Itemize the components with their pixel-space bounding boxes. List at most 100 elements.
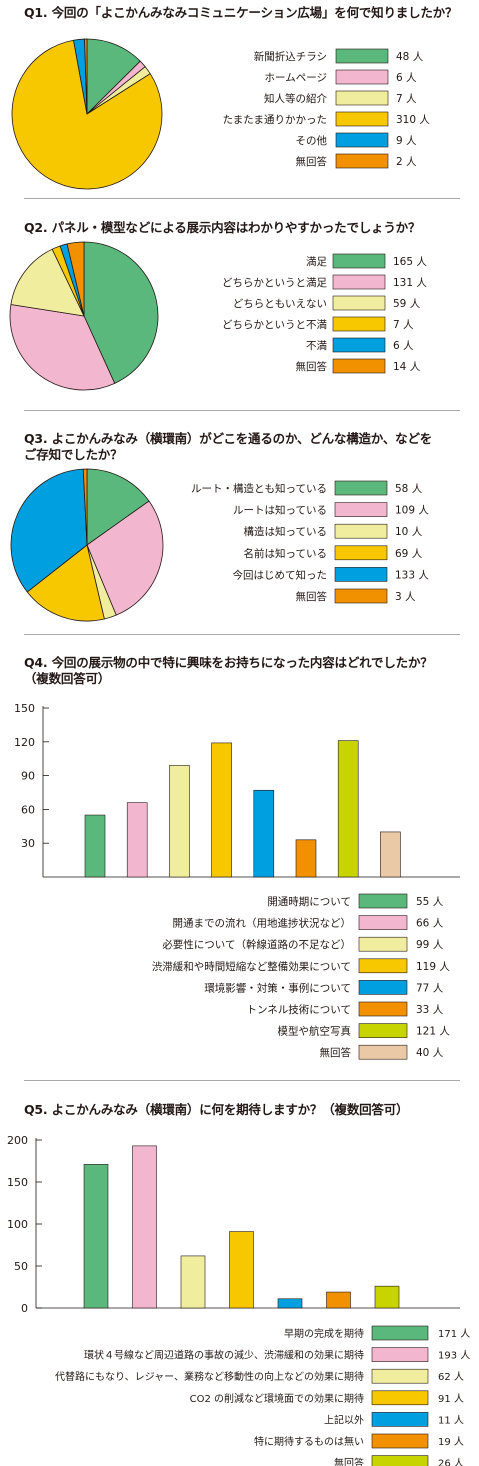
q5-legend-label-6: 特に期待するものは無い	[254, 1435, 364, 1448]
q2-legend-swatch-5	[332, 337, 386, 353]
q3-legend-value-3: 10 人	[395, 526, 423, 538]
q3-legend-label-6: 無回答	[296, 590, 328, 603]
q1-legend-swatch-5	[335, 132, 389, 148]
q1-legend-label-6: 無回答	[296, 155, 328, 168]
q5-legend-label-1: 早期の完成を期待	[284, 1327, 364, 1340]
q1-legend-swatch-4	[335, 111, 389, 127]
q4-title: Q4. 今回の展示物の中で特に興味をお持ちになった内容はどれでしたか？ （複数回…	[24, 655, 433, 686]
q1-legend-swatch-2	[335, 69, 389, 85]
q3-slice-6	[82, 468, 88, 546]
q2-title: Q2. パネル・模型などによる展示内容はわかりやすかったでしょうか？	[24, 220, 421, 235]
q3-legend-label-2: ルートは知っている	[233, 504, 327, 517]
q3-legend-swatch-5	[334, 567, 388, 582]
q4-legend-swatch-8	[358, 1044, 408, 1060]
q4-bar-3	[169, 765, 190, 878]
q3-slice-2	[86, 500, 164, 616]
q2-legend-value-6: 14 人	[393, 361, 421, 373]
q4-legend-label-8: 無回答	[320, 1046, 352, 1059]
q1-slice-6	[84, 38, 88, 115]
q2-slice-3	[10, 248, 85, 317]
q3-legend-value-1: 58 人	[395, 483, 423, 495]
q5-legend-swatch-4	[371, 1390, 429, 1406]
q1-legend-value-2: 6 人	[396, 72, 417, 84]
q5-legend-label-7: 無回答	[334, 1457, 364, 1466]
q2-slice-6	[66, 241, 85, 317]
q2-legend-label-6: 無回答	[296, 360, 328, 373]
q2-slice-2	[9, 304, 116, 391]
q4-legend-value-2: 66 人	[416, 918, 444, 930]
q5-legend-swatch-5	[371, 1412, 429, 1427]
q5-bar-6	[326, 1291, 351, 1309]
q4-legend-swatch-7	[358, 1023, 408, 1038]
q3-slice-1	[86, 468, 150, 546]
q1-legend-value-4: 310 人	[396, 114, 430, 126]
q1-slice-4	[11, 39, 163, 190]
q1-legend-swatch-3	[335, 90, 389, 106]
q3-legend-value-2: 109 人	[395, 505, 429, 517]
q5-y-tick-label-5: 0	[21, 1302, 28, 1315]
q5-y-tick-label-1: 200	[7, 1134, 28, 1147]
q4-legend-value-4: 119 人	[416, 961, 450, 973]
q5-bar-1	[83, 1164, 109, 1309]
q5-legend-label-5: 上記以外	[324, 1413, 364, 1426]
q4-y-tick-label-5: 30	[21, 837, 35, 850]
q1-legend-label-4: たまたま通りかかった	[223, 114, 327, 126]
q2-legend-label-4: どちらかというと不満	[222, 319, 327, 331]
q5-legend-swatch-6	[371, 1433, 429, 1449]
q1-legend-label-3: 知人等の紹介	[264, 92, 327, 105]
q5-legend-swatch-2	[371, 1347, 429, 1362]
q5-bar-4	[229, 1231, 254, 1309]
q4-legend-swatch-2	[358, 915, 408, 930]
q2-legend-label-2: どちらかというと満足	[222, 277, 327, 289]
q2-legend-value-5: 6 人	[393, 340, 414, 352]
q5-legend-swatch-1	[371, 1325, 429, 1341]
q1-legend-swatch-1	[335, 48, 389, 64]
q3-legend-value-5: 133 人	[395, 569, 429, 581]
q1-title: Q1. 今回の「よこかんみなみコミュニケーション広場」を何で知りましたか？	[24, 5, 458, 20]
q2-legend-value-3: 59 人	[393, 298, 421, 310]
q2-legend-swatch-4	[332, 316, 386, 332]
q5-legend-label-2: 環状４号線など周辺道路の事故の減少、渋滞緩和の効果に期待	[84, 1349, 364, 1362]
q4-bar-1	[84, 814, 106, 878]
q1-legend-label-2: ホームページ	[265, 72, 327, 84]
q4-legend-label-6: トンネル技術について	[247, 1003, 351, 1016]
q3-legend-label-3: 構造は知っている	[244, 525, 327, 538]
q4-legend-label-4: 渋滞緩和や時間短縮など整備効果について	[152, 960, 351, 973]
q5-legend-value-1: 171 人	[438, 1328, 470, 1340]
q5-legend-label-3: 代替路にもなり、レジャー、業務など移動性の向上などの効果に期待	[55, 1370, 364, 1383]
q4-bar-7	[337, 740, 359, 878]
divider-q2	[24, 410, 460, 411]
q5-bar-7	[374, 1285, 400, 1309]
q4-legend-label-3: 必要性について（幹線道路の不足など）	[162, 938, 351, 951]
q4-legend-swatch-3	[358, 936, 408, 952]
q3-legend-swatch-3	[334, 523, 388, 539]
q4-y-tick-label-4: 60	[21, 803, 35, 816]
q5-legend-swatch-3	[371, 1368, 429, 1384]
q4-legend-label-2: 開通までの流れ（用地進捗状況など）	[173, 917, 352, 930]
divider-q4	[24, 1080, 460, 1081]
q3-legend-swatch-1	[334, 480, 388, 496]
q5-y-tick-label-3: 100	[7, 1218, 28, 1231]
q1-legend-value-6: 2 人	[396, 156, 417, 168]
q4-legend-swatch-1	[358, 893, 408, 909]
q3-legend-value-6: 3 人	[395, 591, 416, 603]
q5-bar-3	[180, 1255, 206, 1309]
q5-legend-value-4: 91 人	[438, 1393, 464, 1405]
q2-slice-1	[83, 241, 159, 384]
q4-legend-value-3: 99 人	[416, 939, 444, 951]
q2-legend-label-5: 不満	[306, 340, 327, 352]
q4-legend-swatch-4	[358, 958, 408, 974]
q4-legend-value-7: 121 人	[416, 1026, 450, 1038]
q2-legend-swatch-2	[332, 274, 386, 290]
q3-title: Q3. よこかんみなみ（横環南）がどこを通るのか、どんな構造か、などを ご存知で…	[24, 431, 433, 462]
q4-legend-swatch-5	[358, 980, 408, 995]
q1-legend-value-1: 48 人	[396, 51, 424, 63]
q5-title: Q5. よこかんみなみ（横環南）に何を期待しますか？（複数回答可）	[24, 1102, 409, 1117]
q4-y-tick-label-2: 120	[14, 736, 35, 749]
q4-legend-value-5: 77 人	[416, 982, 444, 994]
q3-slice-4	[26, 544, 105, 622]
q4-bar-2	[126, 802, 148, 878]
